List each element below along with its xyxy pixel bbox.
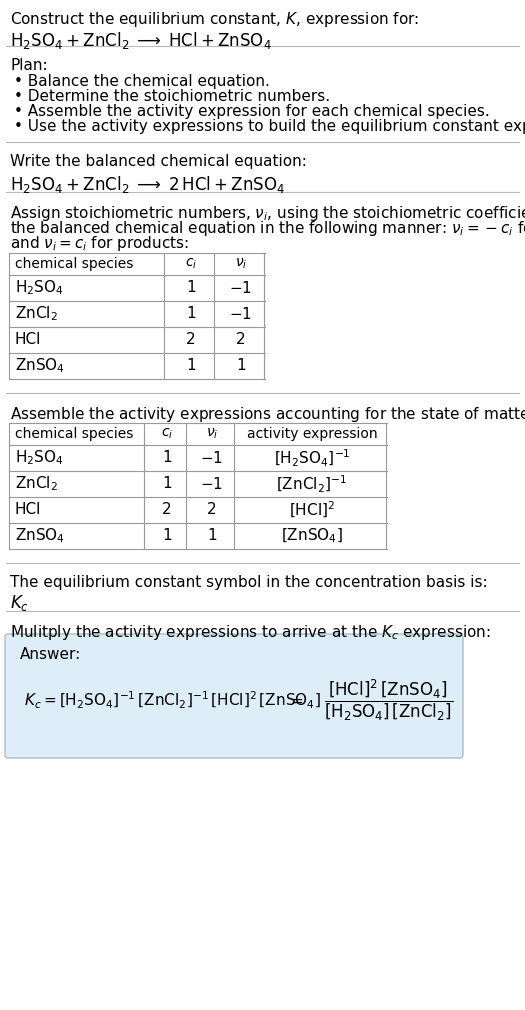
Text: 1: 1 [186, 281, 196, 296]
Text: $[\mathrm{H_2SO_4}]^{-1}$: $[\mathrm{H_2SO_4}]^{-1}$ [274, 447, 350, 469]
Text: 1: 1 [186, 306, 196, 321]
Text: $K_c$: $K_c$ [10, 593, 29, 613]
Text: 1: 1 [162, 450, 172, 466]
Text: The equilibrium constant symbol in the concentration basis is:: The equilibrium constant symbol in the c… [10, 575, 488, 590]
Text: $\mathrm{H_2SO_4 + ZnCl_2 \;\longrightarrow\; 2\,HCl + ZnSO_4}$: $\mathrm{H_2SO_4 + ZnCl_2 \;\longrightar… [10, 174, 285, 195]
Text: $\mathrm{ZnCl_2}$: $\mathrm{ZnCl_2}$ [15, 475, 58, 493]
Text: HCl: HCl [15, 332, 41, 347]
Text: $-1$: $-1$ [201, 476, 224, 492]
Text: $\mathrm{H_2SO_4 + ZnCl_2 \;\longrightarrow\; HCl + ZnSO_4}$: $\mathrm{H_2SO_4 + ZnCl_2 \;\longrightar… [10, 30, 272, 50]
Text: 1: 1 [236, 359, 246, 374]
Text: 1: 1 [162, 528, 172, 543]
Text: $c_i$: $c_i$ [185, 257, 197, 272]
Text: $[\mathrm{ZnSO_4}]$: $[\mathrm{ZnSO_4}]$ [281, 527, 343, 545]
Text: $\mathrm{H_2SO_4}$: $\mathrm{H_2SO_4}$ [15, 279, 64, 297]
Text: $-1$: $-1$ [229, 306, 253, 322]
Text: chemical species: chemical species [15, 257, 133, 271]
Text: 2: 2 [207, 503, 217, 517]
Text: $K_c = [\mathrm{H_2SO_4}]^{-1}\,[\mathrm{ZnCl_2}]^{-1}\,[\mathrm{HCl}]^2\,[\math: $K_c = [\mathrm{H_2SO_4}]^{-1}\,[\mathrm… [24, 690, 321, 711]
Text: • Use the activity expressions to build the equilibrium constant expression.: • Use the activity expressions to build … [14, 119, 525, 134]
Text: $[\mathrm{ZnCl_2}]^{-1}$: $[\mathrm{ZnCl_2}]^{-1}$ [277, 474, 348, 495]
Text: and $\nu_i = c_i$ for products:: and $\nu_i = c_i$ for products: [10, 234, 189, 252]
Text: Write the balanced chemical equation:: Write the balanced chemical equation: [10, 154, 307, 169]
Text: 2: 2 [162, 503, 172, 517]
Text: Mulitply the activity expressions to arrive at the $K_c$ expression:: Mulitply the activity expressions to arr… [10, 623, 491, 642]
Text: chemical species: chemical species [15, 427, 133, 441]
Text: $\dfrac{[\mathrm{HCl}]^2\,[\mathrm{ZnSO_4}]}{[\mathrm{H_2SO_4}]\,[\mathrm{ZnCl_2: $\dfrac{[\mathrm{HCl}]^2\,[\mathrm{ZnSO_… [324, 678, 453, 722]
Text: $c_i$: $c_i$ [161, 427, 173, 441]
Text: $\mathrm{ZnSO_4}$: $\mathrm{ZnSO_4}$ [15, 526, 65, 545]
Text: 2: 2 [236, 332, 246, 347]
Text: $\mathrm{ZnSO_4}$: $\mathrm{ZnSO_4}$ [15, 357, 65, 376]
Text: 1: 1 [162, 477, 172, 492]
Text: Construct the equilibrium constant, $K$, expression for:: Construct the equilibrium constant, $K$,… [10, 10, 419, 29]
Text: 1: 1 [207, 528, 217, 543]
Text: Plan:: Plan: [10, 58, 48, 73]
Text: • Balance the chemical equation.: • Balance the chemical equation. [14, 74, 270, 89]
Text: $[\mathrm{HCl}]^2$: $[\mathrm{HCl}]^2$ [289, 500, 335, 520]
Text: $\mathrm{ZnCl_2}$: $\mathrm{ZnCl_2}$ [15, 305, 58, 323]
FancyBboxPatch shape [5, 634, 463, 758]
Text: activity expression: activity expression [247, 427, 377, 441]
Text: • Assemble the activity expression for each chemical species.: • Assemble the activity expression for e… [14, 104, 490, 119]
Text: • Determine the stoichiometric numbers.: • Determine the stoichiometric numbers. [14, 89, 330, 104]
Text: 1: 1 [186, 359, 196, 374]
Text: $\nu_i$: $\nu_i$ [235, 257, 247, 272]
Text: HCl: HCl [15, 503, 41, 517]
Text: $-1$: $-1$ [229, 280, 253, 296]
Text: $-1$: $-1$ [201, 450, 224, 466]
Text: $\mathrm{H_2SO_4}$: $\mathrm{H_2SO_4}$ [15, 448, 64, 468]
Text: Assemble the activity expressions accounting for the state of matter and $\nu_i$: Assemble the activity expressions accoun… [10, 405, 525, 424]
Text: $=$: $=$ [288, 693, 304, 707]
Text: 2: 2 [186, 332, 196, 347]
Text: the balanced chemical equation in the following manner: $\nu_i = -c_i$ for react: the balanced chemical equation in the fo… [10, 219, 525, 238]
Text: Answer:: Answer: [20, 647, 81, 662]
Text: Assign stoichiometric numbers, $\nu_i$, using the stoichiometric coefficients, $: Assign stoichiometric numbers, $\nu_i$, … [10, 204, 525, 223]
Text: $\nu_i$: $\nu_i$ [206, 427, 218, 441]
